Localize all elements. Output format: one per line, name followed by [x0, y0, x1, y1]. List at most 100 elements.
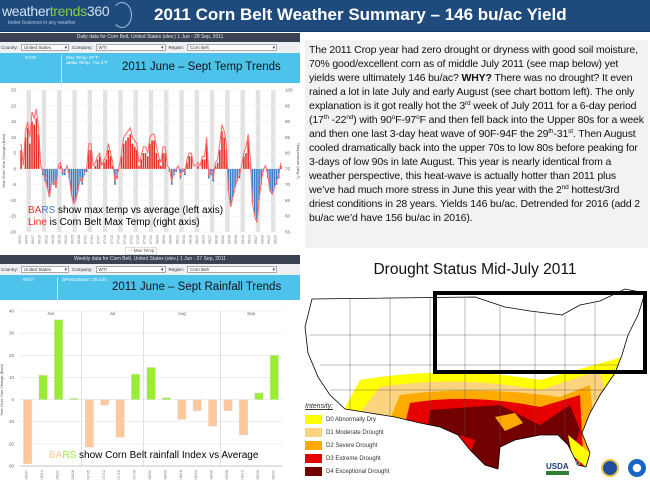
legend-swatch [305, 415, 322, 424]
temp-bar [269, 168, 271, 191]
x-tick-label: 06/07 [25, 470, 29, 480]
weathertrends360-logo: weathertrends360 [2, 3, 110, 19]
legend-label: D2 Severe Drought [326, 442, 378, 449]
temp-bar [164, 153, 166, 169]
summary-text: The 2011 Crop year had zero drought or d… [305, 40, 648, 248]
header-banner: weathertrends360 better business in any … [0, 0, 650, 32]
summary-segment: th [548, 128, 554, 135]
info-text: Max Temp: 97°F ΔMax Temp: +11.3°F [66, 55, 108, 65]
temp-bar [48, 168, 51, 198]
temp-bar [170, 168, 173, 185]
y2-tick-label: 100 [285, 88, 293, 93]
country-select[interactable]: United States [21, 266, 70, 273]
x-tick-label: 08/21 [195, 235, 199, 244]
x-tick-label: 07/04 [90, 235, 94, 244]
temp-bar [129, 134, 132, 169]
y2-tick-label: 90 [285, 119, 291, 124]
y-tick-label: -10 [7, 419, 14, 424]
x-tick-label: 09/27 [271, 470, 275, 480]
weekend-band [212, 90, 215, 232]
summary-segment: st [568, 128, 573, 135]
temp-bar [221, 131, 223, 169]
drought-map [304, 288, 647, 470]
x-tick-label: 09/17 [254, 235, 258, 244]
summary-segment: th [323, 114, 329, 121]
x-tick-label: 06/10 [38, 235, 42, 244]
temp-bar [203, 159, 206, 169]
x-tick-label: 08/12 [175, 235, 179, 244]
legend-max-temp[interactable]: — Max Temp [125, 247, 158, 255]
y-tick-label: -5 [12, 182, 16, 187]
rain-bar [254, 392, 264, 400]
bars-note: BARS show max temp vs average (left axis… [28, 205, 223, 217]
summary-segment: There [491, 72, 522, 84]
noaa-logo-icon [628, 459, 646, 477]
y-axis-label: Year-Over-Year Change (Bars) [0, 363, 4, 416]
summary-segment: dramatically back into the upper 70s to … [341, 142, 638, 154]
y2-axis-label: Temperature (deg F) [296, 143, 300, 180]
temp-bar [149, 143, 151, 169]
y2-tick-label: 55 [285, 230, 291, 235]
x-tick-label: 06/25 [70, 235, 74, 244]
rain-bar [192, 399, 202, 411]
x-tick-label: 06/13 [44, 235, 48, 244]
summary-segment: week of July 2011 for a 6-day period (17 [309, 100, 637, 126]
x-tick-label: 07/13 [110, 235, 114, 244]
summary-line: and then fell back into the Upper 80s fo… [309, 114, 644, 140]
temp-bar [142, 153, 145, 169]
x-tick-label: 07/01 [84, 235, 88, 244]
temp-bar [201, 159, 204, 169]
temp-bar [109, 156, 112, 169]
note-text: show max temp vs average (left axis) [55, 205, 224, 216]
y-tick-label: -20 [7, 441, 14, 446]
panel-header: Daily data for Corn Belt, United States … [0, 33, 300, 42]
temp-bar [188, 156, 190, 169]
temp-bar [33, 124, 35, 169]
x-tick-label: 07/10 [103, 235, 107, 244]
y-tick-label: 30 [9, 331, 15, 336]
temp-bar [197, 165, 199, 169]
temp-chart: -20 -15 -10 -5 0 5 10 15 20 25 55 60 65 70 75 80 85 90 95 1… [1, 88, 300, 245]
summary-segment: . Then August cooled [309, 128, 636, 154]
legend-item: D3 Extreme Drought [305, 452, 389, 465]
company-select[interactable]: WTI [95, 266, 166, 273]
temp-bar [247, 140, 249, 169]
legend-item: D2 Severe Drought [305, 439, 389, 452]
summary-segment: a weather perspective, this heat-wave is… [309, 156, 612, 182]
summary-segment: 3-days of low 90s in late August. This y… [309, 156, 603, 168]
x-tick-label: 06/04 [25, 235, 29, 244]
x-tick-label: 09/13 [240, 470, 244, 480]
legend-label: D3 Extreme Drought [326, 455, 381, 462]
region-select[interactable]: Corn Belt [187, 44, 278, 51]
temp-bar [26, 127, 29, 169]
region-select[interactable]: Corn Belt [187, 266, 278, 273]
x-tick-label: 09/26 [274, 235, 278, 244]
temp-bar [146, 156, 149, 169]
country-select[interactable]: United States [21, 44, 70, 51]
temp-bar [50, 168, 53, 185]
region-label: Region: [168, 267, 185, 272]
note-red: Line [28, 217, 47, 228]
weekend-band [59, 90, 62, 232]
temp-bar [258, 168, 260, 201]
x-tick-label: 09/20 [260, 235, 264, 244]
rain-bar [162, 397, 171, 400]
summary-segment: hottest/3rd driest conditions in 28 year… [309, 184, 620, 210]
company-select[interactable]: WTI [95, 44, 166, 51]
temp-bar [94, 165, 97, 169]
legend-label: D4 Exceptional Drought [326, 468, 390, 475]
country-label: Country: [1, 45, 19, 50]
summary-segment: The 2011 Crop year had zero drought or d… [309, 44, 594, 56]
rain-bar [269, 355, 279, 400]
y2-tick-label: 85 [285, 135, 291, 140]
summary-segment: nd [346, 114, 354, 121]
note-red: BA [28, 205, 42, 216]
legend-swatch [305, 454, 322, 463]
y-axis-label: Year-Over-Year Change (Bars) [1, 133, 6, 188]
x-tick-label: 06/07 [31, 235, 35, 244]
weekend-band [257, 90, 261, 232]
page-title: 2011 Corn Belt Weather Summary – 146 bu/… [154, 5, 567, 24]
temp-bar [122, 143, 125, 169]
summary-segment: ) with 90 [353, 114, 392, 126]
rain-bar [115, 399, 125, 438]
